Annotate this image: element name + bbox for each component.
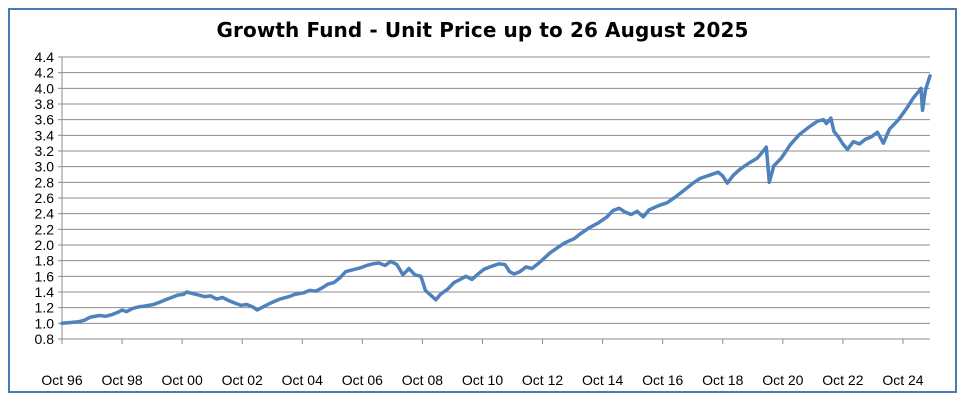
x-tick-label: Oct 02 — [222, 372, 263, 388]
y-tick-label: 3.8 — [35, 96, 55, 112]
y-tick-label: 4.4 — [35, 49, 55, 65]
x-tick-labels: Oct 96 Oct 98 Oct 00 Oct 02 Oct 04 Oct 06 Oct … — [41, 372, 923, 388]
y-tick-label: 1.0 — [35, 315, 55, 331]
x-tick-label: Oct 12 — [522, 372, 563, 388]
y-tick-label: 2.0 — [35, 237, 55, 253]
x-tick-label: Oct 14 — [582, 372, 623, 388]
x-tick-label: Oct 24 — [882, 372, 923, 388]
x-tick-label: Oct 16 — [642, 372, 683, 388]
series-line-unit-price — [60, 74, 932, 326]
y-tick-label: 3.6 — [35, 112, 55, 128]
y-tick-label: 1.2 — [35, 300, 55, 316]
y-tick-label: 1.8 — [35, 253, 55, 269]
x-tick-label: Oct 04 — [282, 372, 323, 388]
y-tick-label: 2.4 — [35, 206, 55, 222]
y-tick-label: 2.8 — [35, 174, 55, 190]
axes — [58, 56, 930, 344]
y-tick-label: 2.6 — [35, 190, 55, 206]
y-tick-labels: 0.81.01.21.41.61.82.02.22.42.62.83.03.23… — [35, 49, 55, 347]
x-tick-label: Oct 20 — [762, 372, 803, 388]
x-tick-label: Oct 08 — [402, 372, 443, 388]
y-tick-label: 3.4 — [35, 127, 55, 143]
x-tick-label: Oct 10 — [462, 372, 503, 388]
y-tick-label: 1.4 — [35, 284, 55, 300]
chart-title: Growth Fund - Unit Price up to 26 August… — [216, 18, 749, 42]
y-tick-label: 4.0 — [35, 80, 55, 96]
gridlines — [62, 56, 930, 324]
series-group — [60, 74, 932, 326]
x-tick-label: Oct 96 — [41, 372, 82, 388]
y-tick-label: 1.6 — [35, 268, 55, 284]
x-tick-label: Oct 18 — [702, 372, 743, 388]
y-tick-label: 2.2 — [35, 221, 55, 237]
y-tick-label: 3.0 — [35, 159, 55, 175]
y-tick-label: 4.2 — [35, 65, 55, 81]
x-tick-label: Oct 06 — [342, 372, 383, 388]
x-tick-label: Oct 00 — [162, 372, 203, 388]
y-tick-label: 0.8 — [35, 331, 55, 347]
y-tick-label: 3.2 — [35, 143, 55, 159]
x-tick-label: Oct 98 — [101, 372, 142, 388]
x-tick-label: Oct 22 — [822, 372, 863, 388]
